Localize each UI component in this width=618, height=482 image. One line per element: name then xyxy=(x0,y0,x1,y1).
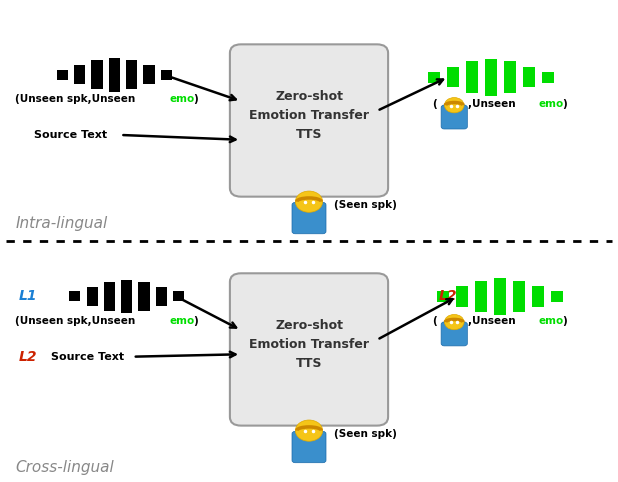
Bar xyxy=(466,61,478,93)
Text: Source Text: Source Text xyxy=(34,130,107,140)
Bar xyxy=(494,278,506,315)
Text: L2: L2 xyxy=(19,349,37,364)
Bar xyxy=(69,291,80,302)
Text: ): ) xyxy=(562,99,567,108)
Text: Zero-shot
Emotion Transfer
TTS: Zero-shot Emotion Transfer TTS xyxy=(249,90,369,141)
Text: (Unseen spk,Unseen: (Unseen spk,Unseen xyxy=(15,316,139,325)
Bar xyxy=(121,280,132,313)
Bar xyxy=(456,286,468,307)
Bar xyxy=(57,69,68,80)
Bar xyxy=(542,71,554,83)
Bar xyxy=(551,291,564,302)
Circle shape xyxy=(444,97,464,113)
FancyBboxPatch shape xyxy=(292,202,326,234)
Bar xyxy=(74,66,85,84)
Text: L2: L2 xyxy=(439,289,457,304)
Bar xyxy=(428,71,440,83)
Bar xyxy=(109,58,120,92)
FancyBboxPatch shape xyxy=(230,44,388,197)
Bar xyxy=(504,61,516,93)
Text: (Seen spk): (Seen spk) xyxy=(334,200,397,210)
Text: ): ) xyxy=(562,316,567,325)
Text: (Seen spk): (Seen spk) xyxy=(334,429,397,439)
Bar xyxy=(447,67,459,87)
Text: (Unseen spk,Unseen: (Unseen spk,Unseen xyxy=(15,94,139,104)
Text: L1: L1 xyxy=(19,289,37,304)
Bar xyxy=(513,281,525,312)
Bar xyxy=(475,281,488,312)
FancyBboxPatch shape xyxy=(230,273,388,426)
FancyBboxPatch shape xyxy=(441,322,467,346)
Bar xyxy=(485,58,497,95)
FancyBboxPatch shape xyxy=(292,431,326,463)
Bar xyxy=(523,67,535,87)
Bar xyxy=(126,60,137,89)
Bar xyxy=(437,291,449,302)
Text: Cross-lingual: Cross-lingual xyxy=(15,460,114,475)
Text: ,Unseen: ,Unseen xyxy=(468,99,520,108)
Text: ): ) xyxy=(193,94,198,104)
Text: (: ( xyxy=(433,316,438,325)
Bar xyxy=(104,282,115,311)
Text: ,Unseen: ,Unseen xyxy=(468,316,520,325)
Text: Source Text: Source Text xyxy=(51,352,124,362)
Bar xyxy=(87,287,98,306)
Circle shape xyxy=(295,191,323,212)
Text: emo: emo xyxy=(539,316,564,325)
Text: Zero-shot
Emotion Transfer
TTS: Zero-shot Emotion Transfer TTS xyxy=(249,319,369,370)
Text: ): ) xyxy=(193,316,198,325)
Text: (: ( xyxy=(433,99,438,108)
Text: emo: emo xyxy=(170,316,195,325)
Bar xyxy=(91,60,103,89)
Text: Intra-lingual: Intra-lingual xyxy=(15,216,108,231)
Circle shape xyxy=(295,420,323,441)
Circle shape xyxy=(444,314,464,330)
Bar xyxy=(138,282,150,311)
Bar xyxy=(156,287,167,306)
Bar xyxy=(532,286,544,307)
Text: emo: emo xyxy=(170,94,195,104)
Text: emo: emo xyxy=(539,99,564,108)
FancyBboxPatch shape xyxy=(441,105,467,129)
Bar xyxy=(161,69,172,80)
Bar xyxy=(173,291,184,302)
Bar xyxy=(143,66,154,84)
